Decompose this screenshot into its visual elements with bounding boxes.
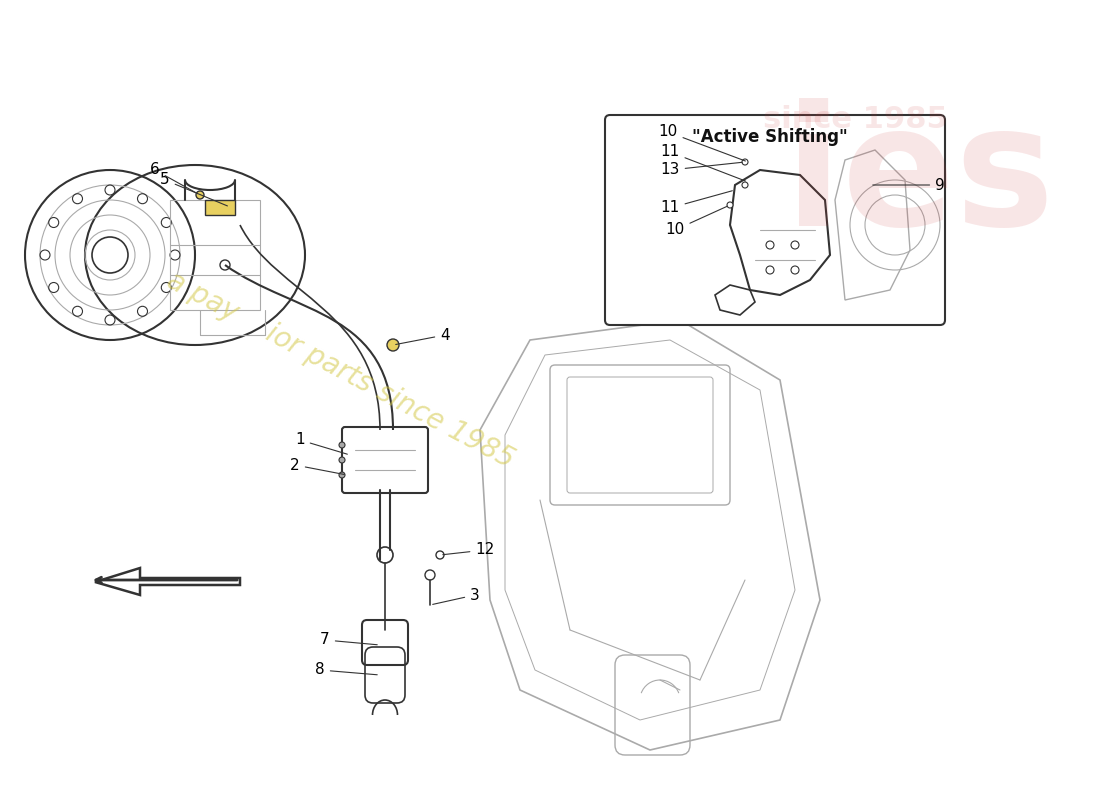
Circle shape [196, 191, 204, 199]
Polygon shape [95, 568, 240, 595]
Bar [170, 200, 260, 310]
Circle shape [727, 202, 733, 208]
Text: 5: 5 [161, 173, 228, 206]
Text: 13: 13 [660, 162, 743, 178]
Text: 12: 12 [443, 542, 495, 558]
Text: a pay    ior parts since 1985: a pay ior parts since 1985 [162, 266, 518, 474]
Text: 11: 11 [660, 145, 746, 181]
Circle shape [387, 339, 399, 351]
Text: 8: 8 [316, 662, 377, 678]
Polygon shape [205, 200, 235, 215]
Text: "Active Shifting": "Active Shifting" [692, 128, 848, 146]
Text: 10: 10 [666, 206, 727, 238]
Circle shape [742, 182, 748, 188]
Circle shape [742, 159, 748, 165]
Text: 7: 7 [320, 633, 377, 647]
Text: 3: 3 [432, 587, 480, 604]
Circle shape [339, 442, 345, 448]
FancyBboxPatch shape [605, 115, 945, 325]
Text: 9: 9 [872, 178, 945, 193]
Text: 1: 1 [295, 433, 348, 454]
Text: 6: 6 [150, 162, 198, 194]
Circle shape [339, 457, 345, 463]
Text: 11: 11 [660, 190, 733, 215]
Text: 4: 4 [396, 327, 450, 345]
Text: 2: 2 [290, 458, 344, 474]
Text: 10: 10 [659, 125, 746, 161]
Circle shape [339, 472, 345, 478]
Text: ies: ies [785, 98, 1055, 262]
Text: since 1985: since 1985 [762, 106, 947, 134]
